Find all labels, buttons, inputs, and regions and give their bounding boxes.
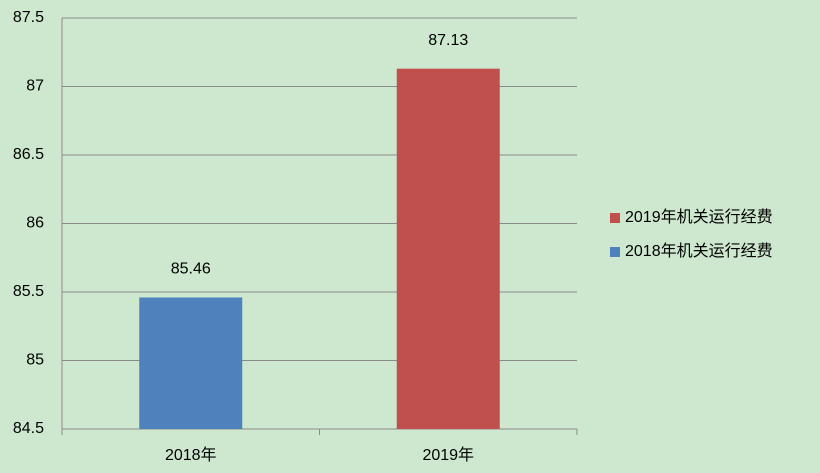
y-tick-label: 87.5 [13, 9, 44, 26]
y-tick-label: 86.5 [13, 146, 44, 163]
y-tick-label: 86 [26, 215, 44, 232]
x-tick-label: 2018年 [165, 446, 217, 464]
bar [139, 297, 243, 429]
y-tick-label: 87 [26, 78, 44, 95]
y-tick-label: 85 [26, 352, 44, 369]
legend-swatch [610, 247, 620, 257]
legend-label: 2018年机关运行经费 [625, 242, 773, 260]
bar [396, 68, 500, 429]
x-tick-label: 2019年 [422, 446, 474, 464]
legend-label: 2019年机关运行经费 [625, 208, 773, 226]
legend-swatch [610, 213, 620, 223]
data-label: 85.46 [171, 261, 211, 278]
data-label: 87.13 [428, 32, 468, 49]
y-tick-label: 85.5 [13, 283, 44, 300]
y-tick-label: 84.5 [13, 420, 44, 437]
